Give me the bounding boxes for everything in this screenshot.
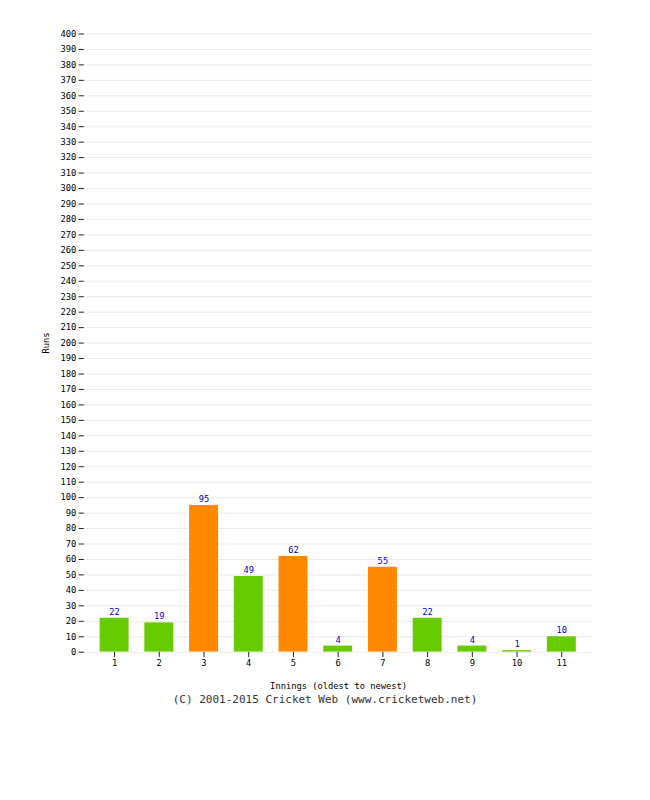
svg-text:95: 95 xyxy=(199,494,210,504)
svg-text:270: 270 xyxy=(61,230,77,240)
svg-text:2: 2 xyxy=(157,658,162,668)
svg-text:22: 22 xyxy=(109,607,120,617)
svg-text:7: 7 xyxy=(380,658,385,668)
svg-text:0: 0 xyxy=(71,647,76,657)
svg-text:8: 8 xyxy=(425,658,430,668)
svg-text:20: 20 xyxy=(66,616,77,626)
svg-text:140: 140 xyxy=(61,431,77,441)
svg-text:190: 190 xyxy=(61,353,77,363)
svg-text:370: 370 xyxy=(61,75,77,85)
svg-text:250: 250 xyxy=(61,261,77,271)
svg-text:4: 4 xyxy=(470,635,475,645)
svg-text:11: 11 xyxy=(556,658,567,668)
svg-text:62: 62 xyxy=(288,545,299,555)
svg-text:330: 330 xyxy=(61,137,77,147)
svg-text:30: 30 xyxy=(66,601,77,611)
svg-text:160: 160 xyxy=(61,400,77,410)
svg-text:Innings (oldest to newest): Innings (oldest to newest) xyxy=(270,681,407,691)
svg-text:390: 390 xyxy=(61,44,77,54)
svg-text:210: 210 xyxy=(61,322,77,332)
svg-text:1: 1 xyxy=(112,658,117,668)
svg-text:170: 170 xyxy=(61,384,77,394)
html-text:(C) 2001-2015 Cricket Web (www: (C) 2001-2015 Cricket Web (www.cricketwe… xyxy=(172,693,478,707)
svg-text:200: 200 xyxy=(61,338,77,348)
svg-text:10: 10 xyxy=(512,658,523,668)
svg-text:4: 4 xyxy=(246,658,251,668)
svg-text:70: 70 xyxy=(66,539,77,549)
svg-text:80: 80 xyxy=(66,523,77,533)
svg-text:260: 260 xyxy=(61,245,77,255)
svg-text:340: 340 xyxy=(61,122,77,132)
svg-text:120: 120 xyxy=(61,462,77,472)
svg-text:60: 60 xyxy=(66,554,77,564)
svg-text:Runs: Runs xyxy=(41,333,51,354)
svg-text:240: 240 xyxy=(61,276,77,286)
svg-text:19: 19 xyxy=(154,611,165,621)
svg-text:5: 5 xyxy=(291,658,296,668)
svg-text:49: 49 xyxy=(243,565,254,575)
svg-text:4: 4 xyxy=(336,635,341,645)
svg-text:22: 22 xyxy=(422,607,433,617)
svg-text:50: 50 xyxy=(66,570,77,580)
svg-text:10: 10 xyxy=(66,632,77,642)
svg-text:380: 380 xyxy=(61,60,77,70)
svg-text:130: 130 xyxy=(61,446,77,456)
svg-text:6: 6 xyxy=(336,658,341,668)
svg-text:100: 100 xyxy=(61,492,77,502)
svg-text:320: 320 xyxy=(61,152,77,162)
svg-text:90: 90 xyxy=(66,508,77,518)
svg-text:280: 280 xyxy=(61,214,77,224)
svg-text:110: 110 xyxy=(61,477,77,487)
svg-text:150: 150 xyxy=(61,415,77,425)
svg-text:1: 1 xyxy=(514,639,519,649)
svg-text:350: 350 xyxy=(61,106,77,116)
svg-text:220: 220 xyxy=(61,307,77,317)
svg-text:310: 310 xyxy=(61,168,77,178)
svg-text:180: 180 xyxy=(61,369,77,379)
svg-text:9: 9 xyxy=(470,658,475,668)
svg-text:40: 40 xyxy=(66,585,77,595)
svg-text:230: 230 xyxy=(61,292,77,302)
svg-text:55: 55 xyxy=(378,556,389,566)
svg-text:10: 10 xyxy=(556,625,567,635)
svg-text:400: 400 xyxy=(61,29,77,39)
svg-text:360: 360 xyxy=(61,91,77,101)
svg-text:3: 3 xyxy=(201,658,206,668)
svg-text:290: 290 xyxy=(61,199,77,209)
svg-text:300: 300 xyxy=(61,183,77,193)
